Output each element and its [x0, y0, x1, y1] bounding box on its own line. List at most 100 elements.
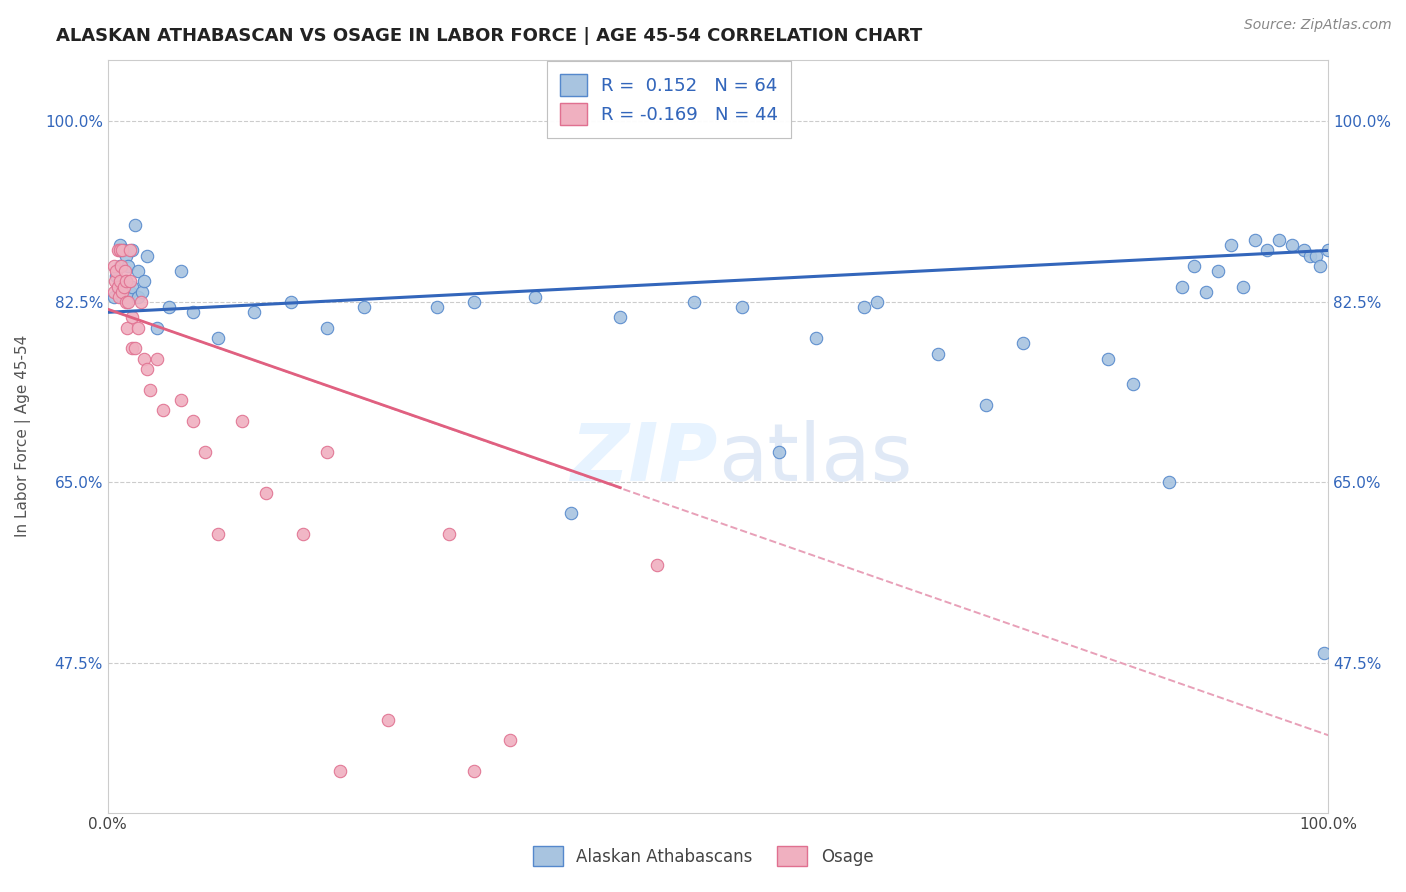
- Point: [170, 392, 193, 407]
- Point: [194, 444, 217, 458]
- Point: [108, 279, 131, 293]
- Point: [316, 320, 339, 334]
- Point: [112, 244, 135, 258]
- Text: Source: ZipAtlas.com: Source: ZipAtlas.com: [1244, 18, 1392, 32]
- Point: [135, 249, 157, 263]
- Point: [107, 290, 129, 304]
- Point: [152, 403, 174, 417]
- Y-axis label: In Labor Force | Age 45-54: In Labor Force | Age 45-54: [15, 334, 31, 537]
- Point: [121, 342, 143, 356]
- Point: [108, 244, 131, 258]
- Text: ALASKAN ATHABASCAN VS OSAGE IN LABOR FORCE | AGE 45-54 CORRELATION CHART: ALASKAN ATHABASCAN VS OSAGE IN LABOR FOR…: [56, 27, 922, 45]
- Point: [103, 259, 125, 273]
- Point: [645, 558, 668, 572]
- Point: [181, 305, 204, 319]
- Point: [117, 320, 139, 334]
- Point: [1256, 244, 1278, 258]
- Point: [103, 285, 125, 299]
- Point: [207, 331, 229, 345]
- Point: [108, 238, 131, 252]
- Point: [115, 295, 138, 310]
- Point: [1313, 646, 1336, 660]
- Point: [121, 244, 143, 258]
- Point: [121, 310, 143, 325]
- Point: [426, 300, 449, 314]
- Point: [129, 295, 152, 310]
- Point: [353, 300, 375, 314]
- Point: [768, 444, 790, 458]
- Point: [145, 351, 167, 366]
- Point: [118, 244, 141, 258]
- Point: [103, 290, 125, 304]
- Point: [127, 320, 149, 334]
- Point: [127, 290, 149, 304]
- Point: [107, 279, 129, 293]
- Point: [1292, 244, 1315, 258]
- Point: [731, 300, 754, 314]
- Point: [280, 295, 302, 310]
- Point: [1299, 249, 1322, 263]
- Point: [682, 295, 704, 310]
- Point: [316, 444, 339, 458]
- Point: [170, 264, 193, 278]
- Point: [112, 279, 135, 293]
- Point: [124, 218, 146, 232]
- Point: [111, 244, 134, 258]
- Point: [329, 764, 352, 779]
- Point: [463, 295, 485, 310]
- Point: [157, 300, 180, 314]
- Point: [111, 290, 134, 304]
- Point: [254, 485, 277, 500]
- Point: [135, 362, 157, 376]
- Point: [108, 259, 131, 273]
- Point: [1170, 279, 1192, 293]
- Point: [804, 331, 827, 345]
- Point: [115, 249, 138, 263]
- Point: [1012, 336, 1035, 351]
- Point: [117, 290, 139, 304]
- Point: [118, 285, 141, 299]
- Point: [1122, 377, 1144, 392]
- Point: [105, 264, 128, 278]
- Point: [292, 527, 315, 541]
- Point: [1182, 259, 1205, 273]
- Point: [463, 764, 485, 779]
- Point: [231, 414, 253, 428]
- Point: [115, 274, 138, 288]
- Point: [134, 274, 156, 288]
- Point: [560, 507, 582, 521]
- Point: [207, 527, 229, 541]
- Point: [439, 527, 461, 541]
- Point: [127, 264, 149, 278]
- Point: [114, 264, 136, 278]
- Point: [1208, 264, 1230, 278]
- Point: [105, 269, 128, 284]
- Legend: R =  0.152   N = 64, R = -0.169   N = 44: R = 0.152 N = 64, R = -0.169 N = 44: [547, 61, 792, 137]
- Point: [243, 305, 266, 319]
- Point: [976, 398, 998, 412]
- Point: [134, 351, 156, 366]
- Point: [121, 279, 143, 293]
- Point: [124, 342, 146, 356]
- Point: [1244, 233, 1267, 247]
- Point: [1309, 259, 1331, 273]
- Point: [853, 300, 876, 314]
- Point: [108, 244, 131, 258]
- Point: [181, 414, 204, 428]
- Text: atlas: atlas: [718, 419, 912, 498]
- Point: [107, 244, 129, 258]
- Point: [115, 274, 138, 288]
- Point: [1232, 279, 1254, 293]
- Point: [1159, 475, 1181, 490]
- Point: [111, 285, 134, 299]
- Point: [927, 346, 949, 360]
- Point: [499, 733, 522, 747]
- Point: [1305, 249, 1327, 263]
- Point: [1268, 233, 1291, 247]
- Point: [139, 383, 162, 397]
- Point: [523, 290, 546, 304]
- Point: [131, 285, 153, 299]
- Point: [118, 274, 141, 288]
- Point: [377, 713, 399, 727]
- Point: [1195, 285, 1218, 299]
